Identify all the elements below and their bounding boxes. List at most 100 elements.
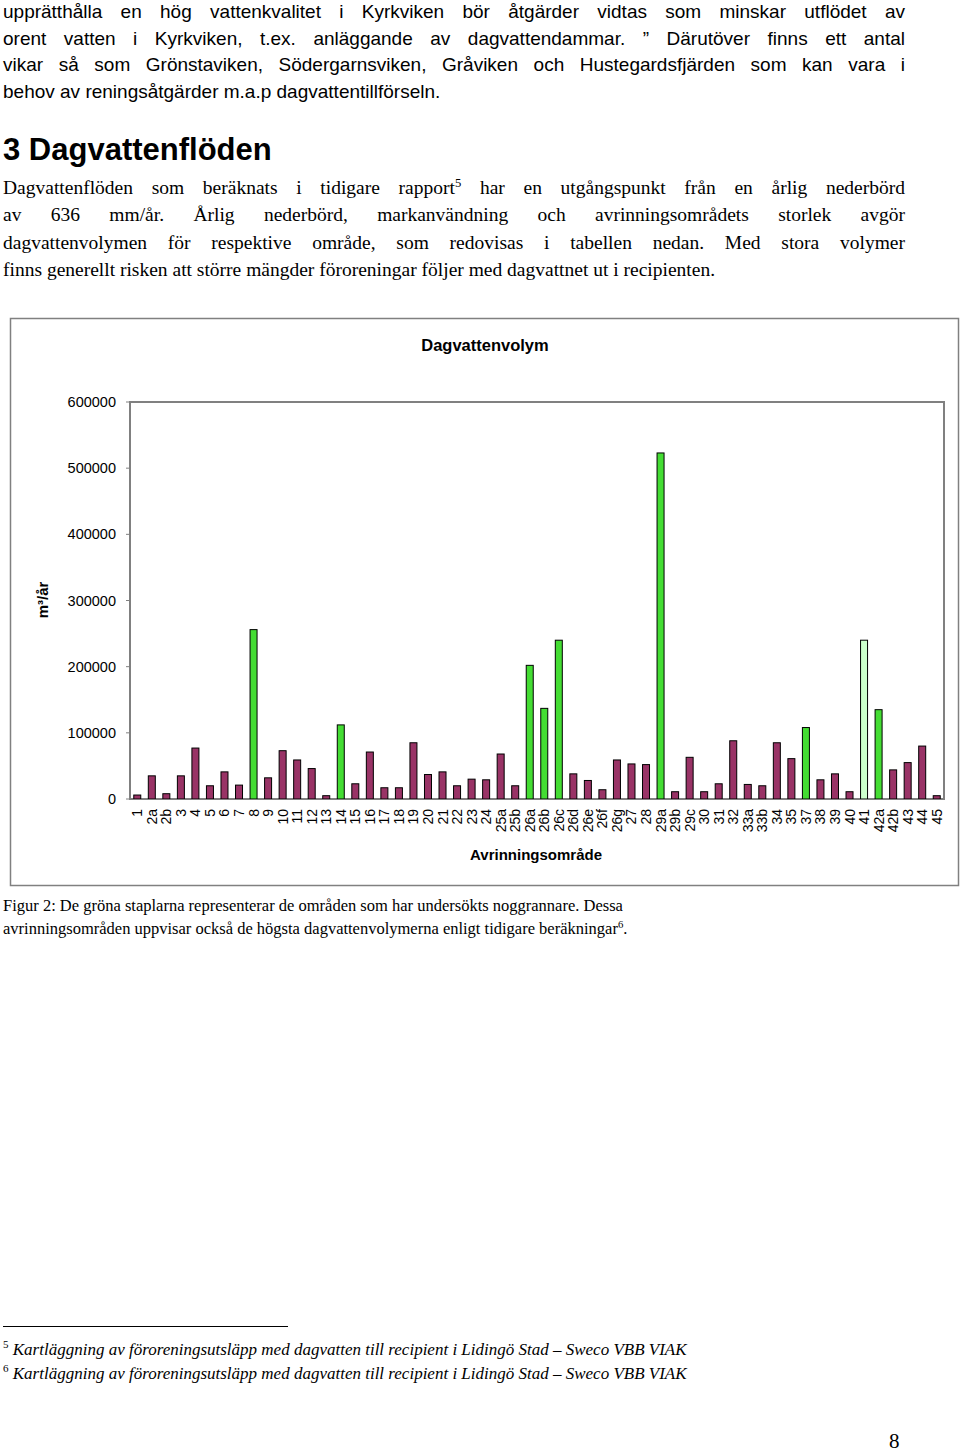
x-tick-label: 13 [318,809,334,825]
x-tick-label: 42b [885,809,901,833]
bar [555,640,562,799]
x-tick-label: 23 [464,809,480,825]
bar [890,770,897,799]
paragraph-line: Dagvattenflöden som beräknats i tidigare… [3,174,905,201]
x-tick-label: 4 [187,809,203,817]
paragraph-line: vikar så som Grönstaviken, Södergarnsvik… [3,52,905,78]
x-tick-label: 32 [725,809,741,825]
x-tick-label: 1 [129,809,145,817]
bar [337,725,344,799]
footnote-space [9,1364,13,1383]
heading: 3 Dagvattenflöden [3,131,272,169]
text: . [623,919,627,938]
bar [744,784,751,799]
bar [570,774,577,799]
bar [904,763,911,799]
x-tick-label: 25a [493,809,509,833]
text: har en utgångspunkt från en årlig nederb… [461,177,905,198]
plot-frame [130,402,944,799]
footnote-text: Kartläggning av föroreningsutsläpp med d… [13,1340,687,1359]
bar [701,792,708,799]
bar [512,786,519,799]
x-tick-label: 5 [202,809,218,817]
bar [672,792,679,799]
bar [265,778,272,799]
y-tick [126,402,130,403]
page-number: 8 [889,1428,900,1451]
x-tick-label: 22 [449,809,465,825]
bar [715,784,722,799]
footnote-rule [3,1326,288,1327]
x-tick-label: 26a [522,809,538,833]
x-tick-label: 42a [871,809,887,833]
x-tick-label: 26d [565,809,581,832]
x-tick-label: 15 [347,809,363,825]
x-tick-label: 20 [420,809,436,825]
x-tick-label: 24 [478,809,494,825]
y-tick-label: 500000 [68,460,116,476]
caption-line: Figur 2: De gröna staplarna representera… [3,895,623,917]
x-tick-label: 11 [289,809,305,824]
x-tick-label: 44 [914,809,930,825]
bar [323,796,330,799]
x-tick-label: 27 [623,809,639,825]
x-tick-label: 21 [435,809,451,825]
bar [148,776,155,799]
bar [468,779,475,799]
x-tick-label: 43 [900,809,916,825]
x-tick-label: 25b [507,809,523,833]
y-axis-label: m³/år [34,582,51,619]
x-tick-label: 29b [667,809,683,833]
y-tick [126,600,130,601]
x-tick-label: 35 [783,809,799,825]
x-axis-label: Avrinningsområde [470,846,602,863]
x-tick-label: 29a [653,809,669,833]
x-tick-label: 26b [536,809,552,833]
x-tick-label: 9 [260,809,276,817]
bar [686,757,693,799]
x-tick-label: 26g [609,809,625,832]
bar [352,784,359,799]
superscript: 6 [618,917,623,929]
paragraph-line: behov av reningsåtgärder m.a.p dagvatten… [3,79,905,105]
bar [497,754,504,799]
x-tick-label: 19 [405,809,421,825]
x-tick-label: 29c [682,809,698,832]
bar [279,751,286,799]
x-tick-label: 45 [929,809,945,825]
bar [410,743,417,799]
footnote-mark: 5 [3,1338,9,1350]
paragraph-line: finns generellt risken att större mängde… [3,256,905,283]
y-tick [126,468,130,469]
bars [134,453,940,799]
x-tick-label: 31 [711,809,727,825]
footnote-space [9,1340,13,1359]
x-tick-label: 8 [246,809,262,817]
bar [759,786,766,799]
text: Dagvattenflöden som beräknats i tidigare… [3,177,455,198]
footnote-mark: 6 [3,1362,9,1374]
bar [236,785,243,799]
x-tick-label: 41 [856,809,872,825]
bar [613,760,620,799]
bar [250,630,257,799]
x-tick-label: 2b [158,809,174,825]
bar [802,728,809,799]
y-tick [126,534,130,535]
bar [919,746,926,799]
footnote: 6 Kartläggning av föroreningsutsläpp med… [3,1363,687,1385]
bar [395,788,402,799]
caption-line: avrinningsområden uppvisar också de högs… [3,918,627,940]
y-tick [126,666,130,667]
paragraph-line: upprätthålla en hög vattenkvalitet i Kyr… [3,0,905,25]
x-tick-label: 18 [391,809,407,825]
x-tick-label: 33a [740,809,756,833]
chart-frame [11,319,959,886]
bar [294,760,301,799]
text: avrinningsområden uppvisar också de högs… [3,919,618,938]
bar [861,640,868,799]
bar [788,759,795,799]
x-tick-label: 26c [551,809,567,832]
x-tick-label: 28 [638,809,654,825]
bar [308,769,315,799]
